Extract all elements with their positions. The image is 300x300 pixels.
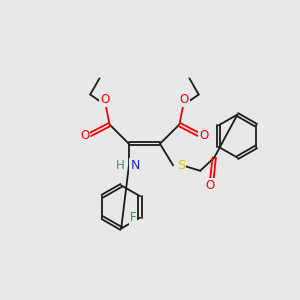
Text: S: S (177, 159, 185, 172)
Text: O: O (206, 179, 215, 192)
Text: O: O (80, 129, 89, 142)
Text: F: F (130, 211, 136, 224)
Text: O: O (200, 129, 209, 142)
Text: O: O (179, 93, 189, 106)
Text: H: H (116, 159, 125, 172)
Text: N: N (130, 159, 140, 172)
Text: O: O (100, 93, 110, 106)
